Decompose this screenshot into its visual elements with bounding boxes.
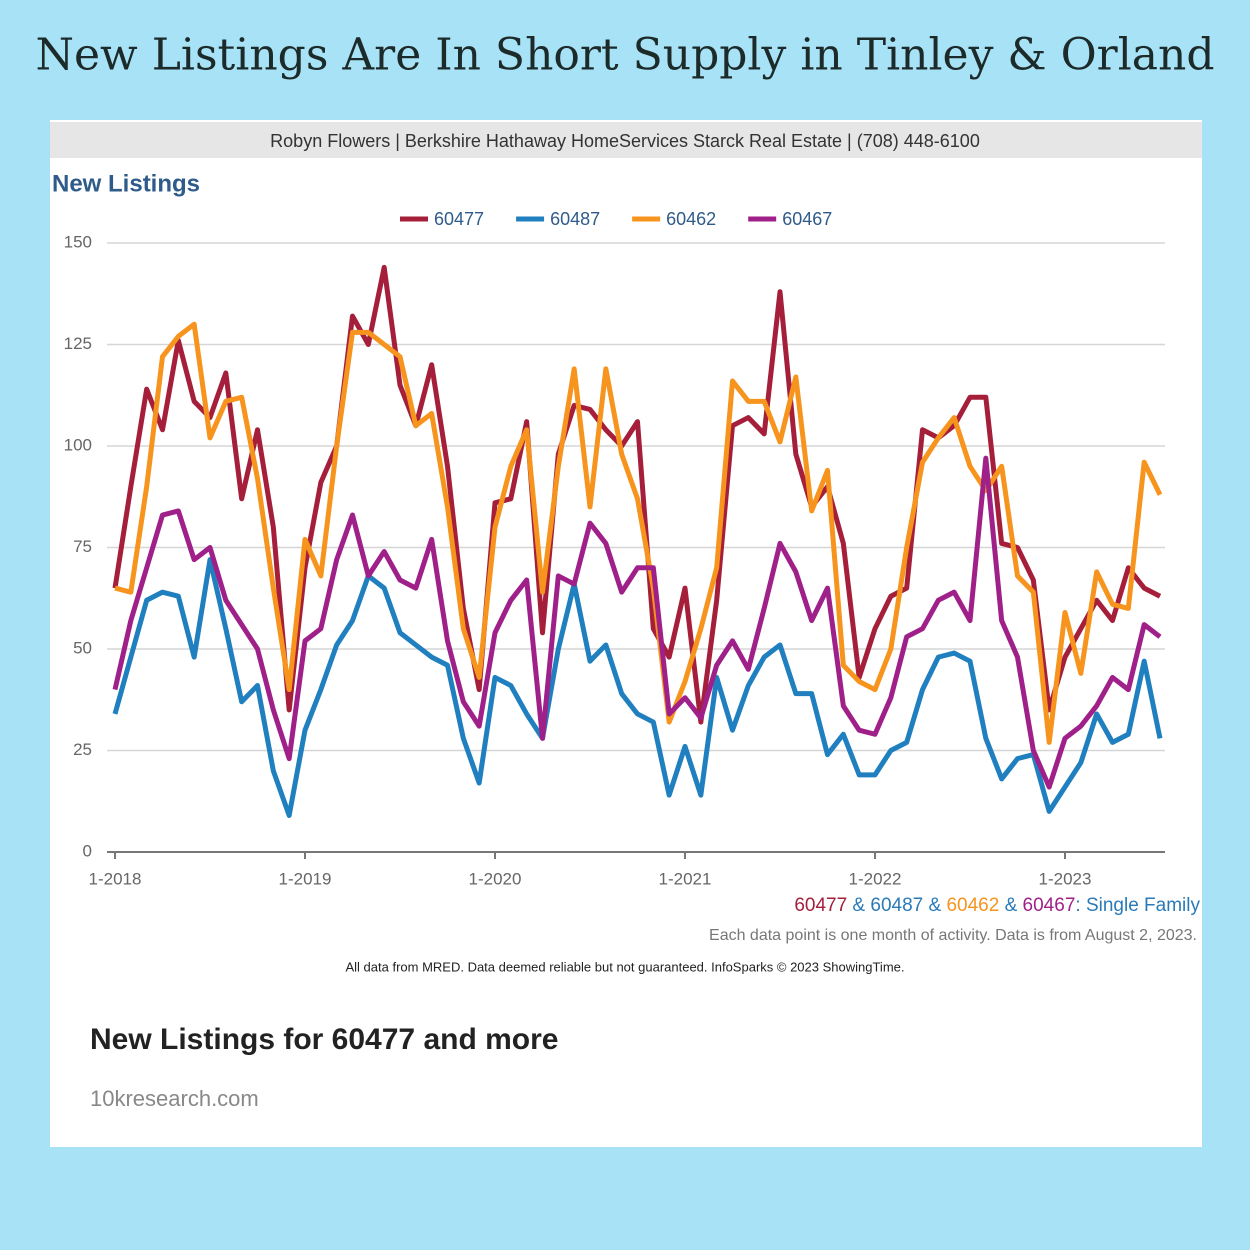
caption-part: 60467	[1023, 895, 1076, 916]
series-line	[112, 557, 1163, 818]
caption-part: &	[847, 895, 870, 916]
x-tick-label: 1-2022	[849, 869, 902, 888]
legend-label: 60462	[666, 209, 716, 229]
caption-part: 60477	[794, 895, 847, 916]
y-tick-label: 25	[73, 740, 92, 759]
caption-part: &	[923, 895, 946, 916]
y-tick-label: 0	[83, 841, 92, 860]
card	[50, 120, 1202, 1147]
series-line	[112, 264, 1162, 725]
header-bar	[50, 122, 1202, 158]
chart-title: New Listings	[52, 170, 200, 197]
x-tick-label: 1-2019	[279, 869, 332, 888]
y-tick-label: 75	[73, 537, 92, 556]
x-tick-label: 1-2023	[1039, 869, 1092, 888]
card-title: New Listings for 60477 and more	[90, 1023, 558, 1056]
x-tick-label: 1-2020	[469, 869, 522, 888]
note: Each data point is one month of activity…	[709, 927, 1197, 944]
y-tick-label: 150	[64, 232, 92, 251]
legend-label: 60477	[434, 209, 484, 229]
series-line	[112, 455, 1162, 790]
caption: 60477 & 60487 & 60462 & 60467: Single Fa…	[794, 895, 1200, 916]
caption-part: : Single Family	[1075, 895, 1200, 916]
page-title: New Listings Are In Short Supply in Tinl…	[36, 30, 1215, 81]
legend-label: 60487	[550, 209, 600, 229]
legend-label: 60467	[782, 209, 832, 229]
y-tick-label: 125	[64, 334, 92, 353]
series-line	[114, 321, 1163, 745]
header-text: Robyn Flowers | Berkshire Hathaway HomeS…	[270, 131, 980, 151]
caption-part: &	[999, 895, 1022, 916]
y-tick-label: 100	[64, 435, 92, 454]
y-tick-label: 50	[73, 638, 92, 657]
card-site: 10kresearch.com	[90, 1086, 259, 1111]
source: All data from MRED. Data deemed reliable…	[345, 959, 904, 974]
caption-part: 60487	[870, 895, 923, 916]
caption-part: 60462	[946, 895, 999, 916]
x-tick-label: 1-2021	[659, 869, 712, 888]
x-tick-label: 1-2018	[89, 869, 142, 888]
